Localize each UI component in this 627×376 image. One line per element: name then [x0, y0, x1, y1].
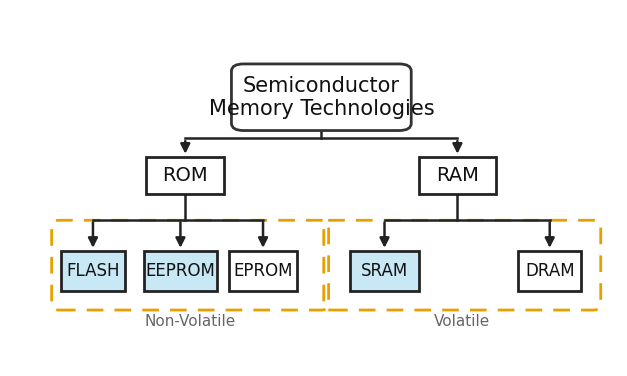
Bar [350, 251, 419, 291]
FancyBboxPatch shape [231, 64, 411, 130]
Bar [61, 251, 125, 291]
Text: ROM: ROM [162, 166, 208, 185]
Text: EPROM: EPROM [233, 262, 293, 280]
Text: RAM: RAM [436, 166, 479, 185]
Text: FLASH: FLASH [66, 262, 120, 280]
Bar [144, 251, 217, 291]
Text: Semiconductor
Memory Technologies: Semiconductor Memory Technologies [209, 76, 434, 119]
Text: SRAM: SRAM [361, 262, 408, 280]
Text: Non-Volatile: Non-Volatile [144, 314, 236, 329]
Text: Volatile: Volatile [434, 314, 490, 329]
Text: DRAM: DRAM [525, 262, 574, 280]
Bar [229, 251, 297, 291]
Bar [147, 156, 224, 194]
Text: EEPROM: EEPROM [145, 262, 215, 280]
Bar [419, 156, 497, 194]
Bar [518, 251, 581, 291]
